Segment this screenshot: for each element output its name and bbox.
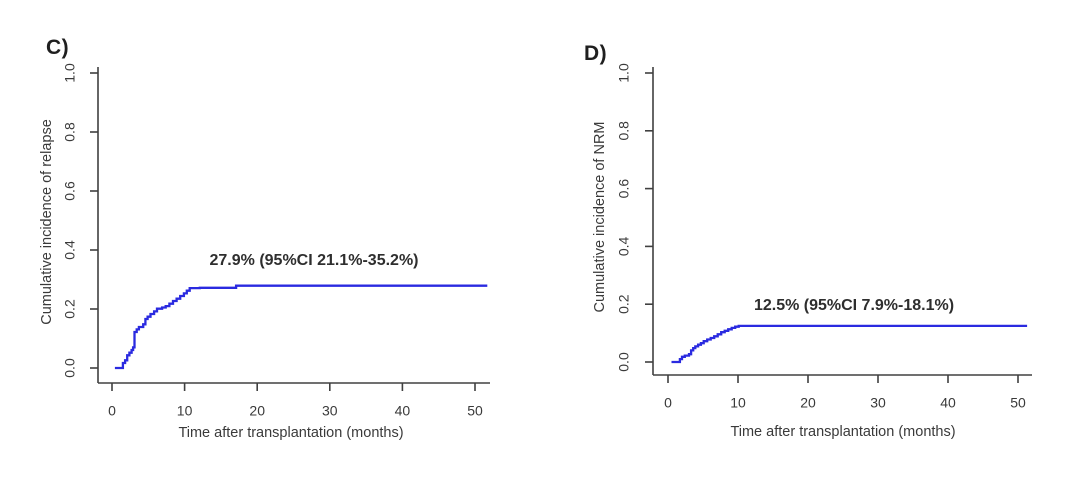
- x-axis-title-relapse: Time after transplantation (months): [178, 425, 404, 441]
- x-tick-label: 40: [940, 394, 956, 410]
- y-tick-label: 0.8: [62, 122, 78, 142]
- incidence-step-curve: [671, 324, 1028, 364]
- estimate-annotation-relapse: 27.9% (95%CI 21.1%-35.2%): [209, 252, 419, 269]
- estimate-annotation-nrm: 12.5% (95%CI 7.9%-18.1%): [753, 297, 955, 314]
- y-tick-label: 0.6: [616, 179, 632, 199]
- x-tick-label: 50: [467, 402, 483, 418]
- x-tick-label: 50: [1010, 394, 1026, 410]
- x-tick-label: 20: [800, 394, 816, 410]
- x-tick-label: 0: [108, 402, 116, 418]
- relapse-step-chart: 0.0 0.2 0.4 0.6 0.8 1.0 0 10 20 30 40 50: [62, 63, 490, 418]
- x-axis-title-nrm: Time after transplantation (months): [730, 424, 956, 440]
- axis-lines: [652, 67, 1032, 376]
- panel-relapse: C) Cumulative incidence of relapse 0.0 0.…: [39, 36, 490, 441]
- x-tick-label: 10: [177, 402, 193, 418]
- x-tick-label: 20: [249, 402, 265, 418]
- x-tick-label: 30: [870, 394, 886, 410]
- x-tick-label: 0: [664, 394, 672, 410]
- panel-label-c: C): [46, 36, 70, 59]
- axis-lines: [97, 67, 490, 384]
- y-tick-label: 1.0: [616, 63, 632, 83]
- y-tick-label: 0.6: [62, 181, 78, 201]
- y-tick-label: 0.2: [616, 294, 632, 314]
- y-tick-label: 0.4: [62, 240, 78, 260]
- y-tick-label: 0.0: [616, 352, 632, 372]
- y-tick-label: 0.2: [62, 299, 78, 319]
- incidence-step-curve: [114, 284, 488, 370]
- panel-label-d: D): [584, 42, 608, 65]
- y-tick-label: 0.0: [62, 358, 78, 378]
- x-tick-label: 10: [730, 394, 746, 410]
- y-tick-label: 1.0: [62, 63, 78, 83]
- x-tick-label: 40: [395, 402, 411, 418]
- nrm-step-chart: 0.0 0.2 0.4 0.6 0.8 1.0 0 10 20 30 40 50: [616, 63, 1032, 410]
- x-tick-label: 30: [322, 402, 338, 418]
- y-tick-label: 0.4: [616, 236, 632, 256]
- panel-nrm: D) Cumulative incidence of NRM 0.0 0.2 0.4…: [540, 0, 1080, 499]
- y-tick-label: 0.8: [616, 121, 632, 141]
